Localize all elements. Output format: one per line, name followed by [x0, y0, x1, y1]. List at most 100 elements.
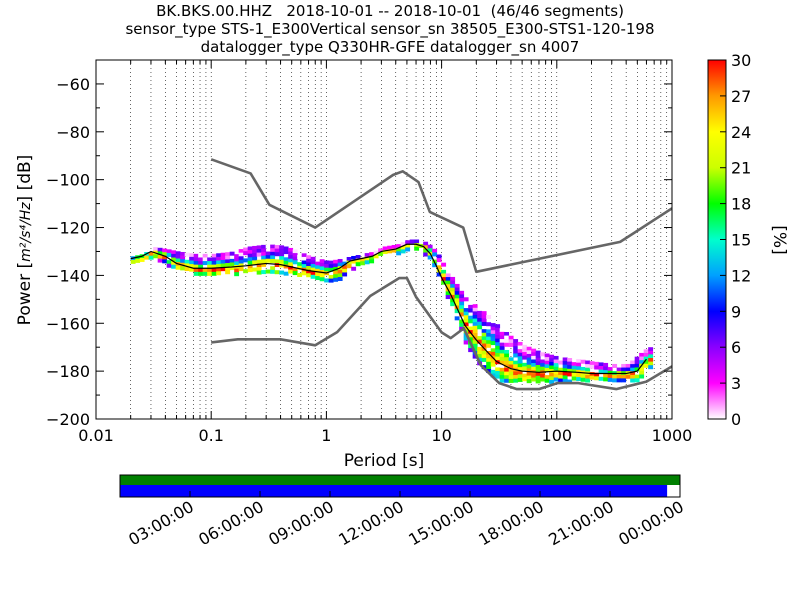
psd-bin	[508, 375, 514, 380]
psd-bin	[472, 307, 478, 312]
colorbar-tick-label: 18	[731, 195, 751, 214]
psd-bin	[414, 243, 420, 248]
psd-bin	[409, 239, 415, 244]
psd-bin	[328, 264, 334, 269]
timeline-label: 06:00:00	[195, 497, 267, 549]
psd-bin	[454, 309, 460, 314]
psd-bin	[544, 367, 550, 372]
psd-bin	[396, 244, 402, 249]
psd-bin	[544, 375, 550, 380]
psd-bin	[351, 266, 357, 271]
psd-bin	[225, 270, 231, 275]
psd-bin	[432, 248, 438, 253]
psd-bin	[531, 352, 537, 357]
psd-bin	[247, 246, 253, 251]
psd-bin	[198, 257, 204, 262]
psd-bin	[490, 359, 496, 364]
timeline-label: 21:00:00	[545, 497, 617, 549]
psd-bin	[495, 371, 501, 376]
psd-bin	[513, 349, 519, 354]
psd-bin	[495, 342, 501, 347]
psd-bin	[346, 260, 352, 265]
psd-bin	[342, 265, 348, 270]
psd-bin	[252, 245, 258, 250]
psd-bin	[499, 349, 505, 354]
colorbar-tick-label: 9	[731, 302, 741, 321]
psd-bin	[490, 369, 496, 374]
psd-bin	[166, 263, 172, 268]
psd-bin	[432, 263, 438, 268]
psd-bin	[198, 264, 204, 269]
psd-bin	[454, 298, 460, 303]
psd-bin	[337, 258, 343, 263]
psd-bin	[468, 315, 474, 320]
psd-bin	[450, 298, 456, 303]
psd-bin	[468, 308, 474, 313]
psd-bin	[535, 361, 541, 366]
psd-bin	[481, 314, 487, 319]
psd-bin	[549, 361, 555, 366]
psd-bin	[364, 256, 370, 261]
psd-bin	[499, 342, 505, 347]
psd-bin	[486, 354, 492, 359]
psd-bin	[256, 263, 262, 268]
psd-bin	[535, 372, 541, 377]
psd-bin	[373, 254, 379, 259]
psd-bin	[495, 356, 501, 361]
psd-bin	[445, 295, 451, 300]
psd-bin	[378, 251, 384, 256]
psd-bin	[490, 330, 496, 335]
psd-bin	[648, 347, 654, 352]
psd-bin	[612, 378, 618, 383]
psd-bin	[256, 267, 262, 272]
psd-bin	[207, 257, 213, 262]
psd-bin	[603, 370, 609, 375]
psd-bin	[549, 358, 555, 363]
psd-bin	[576, 362, 582, 367]
psd-bin	[616, 374, 622, 379]
psd-bin	[306, 262, 312, 267]
psd-bin	[495, 374, 501, 379]
psd-bin	[355, 255, 361, 260]
psd-bin	[139, 257, 145, 262]
x-tick-label: 0.01	[78, 426, 114, 445]
psd-bin	[535, 350, 541, 355]
psd-bin	[490, 348, 496, 353]
psd-bin	[211, 264, 217, 269]
psd-bin	[441, 269, 447, 274]
psd-bin	[171, 264, 177, 269]
psd-bin	[171, 253, 177, 258]
psd-bin	[130, 259, 136, 264]
psd-bin	[234, 261, 240, 266]
psd-bin	[531, 366, 537, 371]
psd-bin	[607, 374, 613, 379]
psd-bin	[337, 269, 343, 274]
y-tick-label: −80	[56, 123, 90, 142]
psd-bin	[301, 256, 307, 261]
psd-bin	[265, 255, 271, 260]
psd-bin	[477, 350, 483, 355]
psd-bin	[162, 248, 168, 253]
psd-bin	[265, 258, 271, 263]
psd-bin	[472, 347, 478, 352]
psd-bin	[504, 357, 510, 362]
psd-bin	[274, 270, 280, 275]
psd-bin	[495, 335, 501, 340]
psd-bin	[553, 373, 559, 378]
psd-bin	[508, 335, 514, 340]
psd-bin	[526, 350, 532, 355]
psd-bin	[234, 272, 240, 277]
psd-bin	[459, 308, 465, 313]
psd-bin	[369, 255, 375, 260]
psd-bin	[391, 244, 397, 249]
psd-bin	[558, 371, 564, 376]
psd-bin	[477, 354, 483, 359]
psd-bin	[202, 271, 208, 276]
psd-bin	[499, 339, 505, 344]
psd-bin	[189, 256, 195, 261]
psd-bin	[337, 273, 343, 278]
psd-bin	[634, 356, 640, 361]
psd-bin	[427, 244, 433, 249]
psd-bin	[414, 246, 420, 251]
